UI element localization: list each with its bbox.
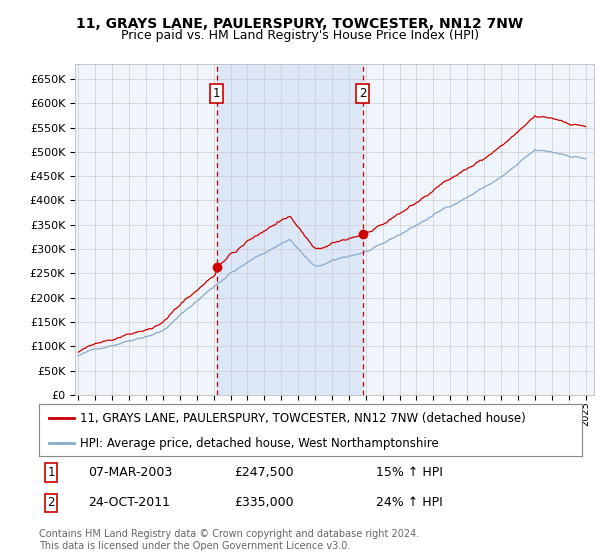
Text: HPI: Average price, detached house, West Northamptonshire: HPI: Average price, detached house, West… — [80, 437, 439, 450]
Bar — [217, 64, 362, 395]
Text: 2: 2 — [47, 496, 55, 509]
Text: 11, GRAYS LANE, PAULERSPURY, TOWCESTER, NN12 7NW (detached house): 11, GRAYS LANE, PAULERSPURY, TOWCESTER, … — [80, 412, 526, 425]
Text: 1: 1 — [213, 87, 220, 100]
Text: Contains HM Land Registry data © Crown copyright and database right 2024.
This d: Contains HM Land Registry data © Crown c… — [39, 529, 419, 551]
Text: 1: 1 — [47, 466, 55, 479]
Text: 15% ↑ HPI: 15% ↑ HPI — [376, 466, 443, 479]
Text: Price paid vs. HM Land Registry's House Price Index (HPI): Price paid vs. HM Land Registry's House … — [121, 29, 479, 42]
Text: 24% ↑ HPI: 24% ↑ HPI — [376, 496, 442, 509]
Text: 2: 2 — [359, 87, 367, 100]
Text: 11, GRAYS LANE, PAULERSPURY, TOWCESTER, NN12 7NW: 11, GRAYS LANE, PAULERSPURY, TOWCESTER, … — [76, 17, 524, 31]
Text: 07-MAR-2003: 07-MAR-2003 — [88, 466, 172, 479]
Text: 24-OCT-2011: 24-OCT-2011 — [88, 496, 170, 509]
Text: £335,000: £335,000 — [235, 496, 294, 509]
Text: £247,500: £247,500 — [235, 466, 294, 479]
